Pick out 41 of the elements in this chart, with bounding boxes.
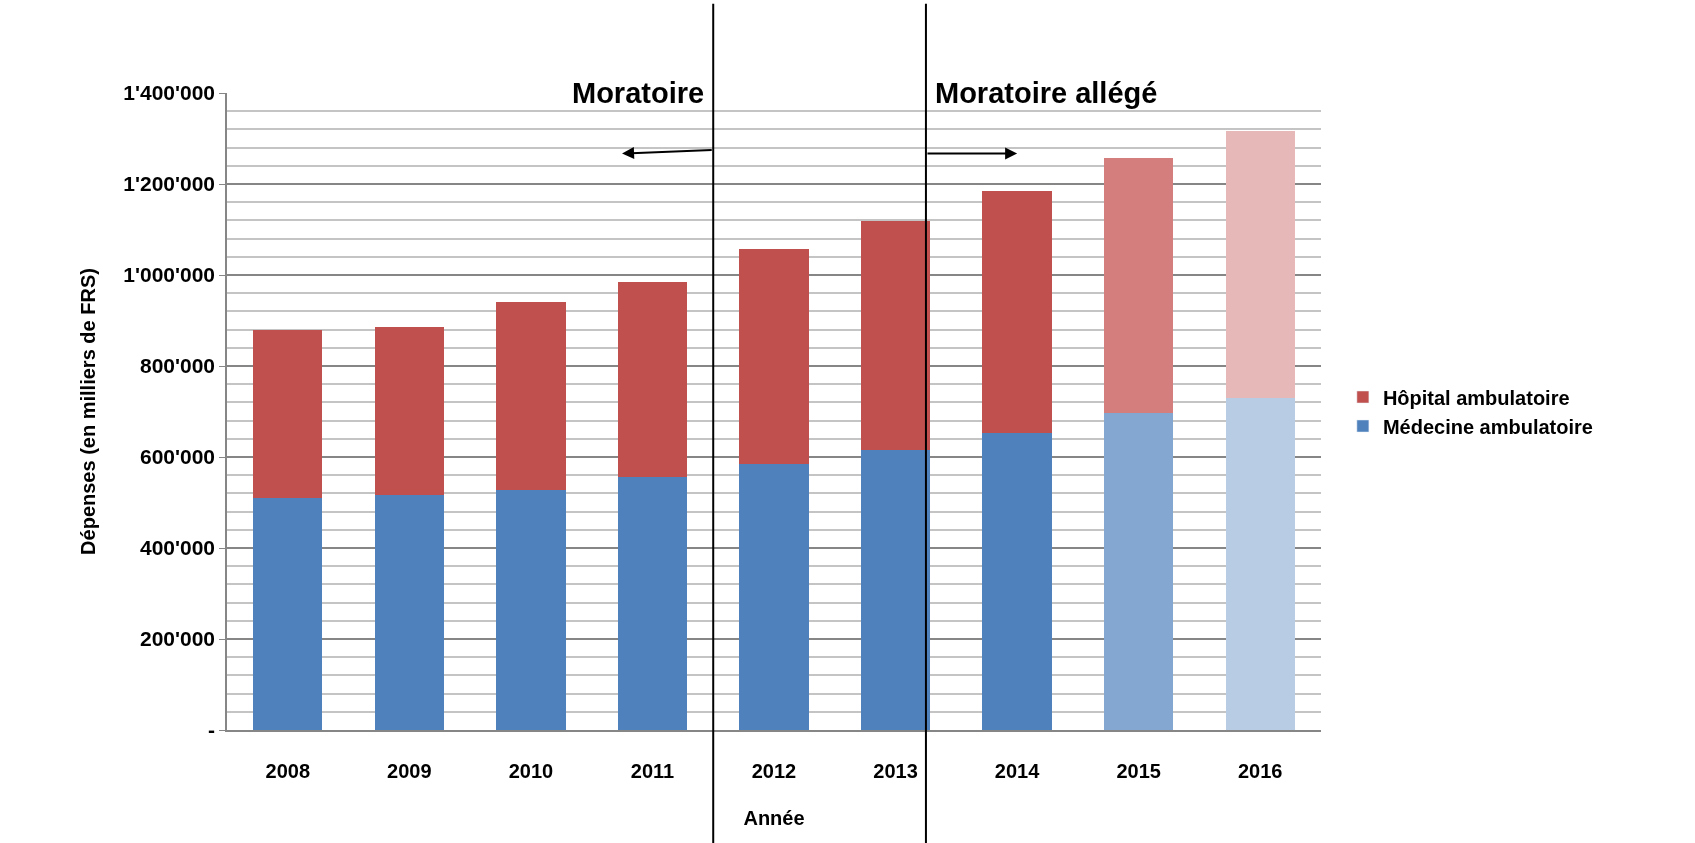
bar [374,495,444,730]
bar [253,329,323,498]
bar [1104,413,1174,730]
bar [982,433,1052,730]
legend-label: Hôpital ambulatoire [1382,386,1570,409]
bar [982,190,1052,434]
x-tick-label: 2009 [387,759,432,782]
y-tick-label: 1'200'000 [123,172,216,196]
y-tick-label: - [208,718,216,742]
y-tick-label: 400'000 [139,536,216,560]
bar [374,326,444,496]
bar [496,489,566,730]
x-tick-label: 2011 [630,759,675,782]
y-tick-label: 1'400'000 [123,81,216,105]
bar [1104,157,1174,414]
y-tick-label: 200'000 [139,627,216,651]
bar [739,249,809,465]
bar [1225,397,1295,730]
bar [739,464,809,730]
y-tick-label: 600'000 [139,445,216,469]
x-tick-label: 2012 [751,759,797,782]
y-tick-label: 800'000 [139,354,216,378]
ref-line-label: Moratoire [572,77,705,109]
bar [617,477,688,730]
bar [253,497,323,730]
bar [860,220,931,450]
y-axis-title: Dépenses (en milliers de FRS) [77,268,100,555]
x-tick-label: 2016 [1237,759,1283,782]
bar [860,449,931,730]
x-tick-label: 2014 [994,759,1041,782]
bar [1225,130,1295,398]
bar [496,302,566,490]
x-tick-label: 2013 [873,759,918,782]
ref-line-label: Moratoire allégé [935,77,1158,109]
x-axis-title: Année [743,806,805,829]
x-tick-label: 2008 [265,759,311,782]
x-tick-label: 2015 [1116,759,1161,782]
bar [617,282,688,478]
x-tick-label: 2010 [508,759,554,782]
legend-label: Médecine ambulatoire [1382,415,1593,438]
y-tick-label: 1'000'000 [123,263,216,287]
